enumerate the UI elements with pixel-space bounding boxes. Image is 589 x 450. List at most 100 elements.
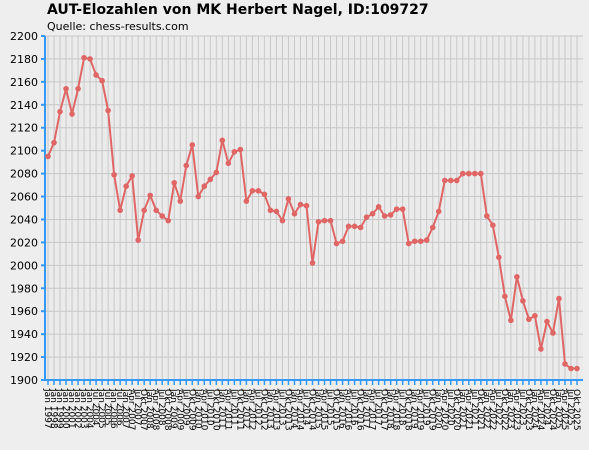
point bbox=[51, 139, 57, 146]
x-tick-label: Jul 2018 bbox=[397, 388, 407, 426]
y-tick-label: 2200 bbox=[10, 30, 38, 43]
x-tick-label: Okt 2008 bbox=[162, 389, 172, 431]
point bbox=[447, 177, 454, 184]
x-tick-label: Okt 2013 bbox=[282, 389, 292, 431]
point bbox=[81, 54, 87, 61]
point bbox=[393, 206, 400, 212]
y-tick-label: 2040 bbox=[10, 213, 38, 226]
point bbox=[195, 193, 202, 200]
point bbox=[309, 260, 316, 266]
y-tick-label: 1900 bbox=[10, 374, 38, 387]
point bbox=[550, 330, 556, 336]
x-tick-label: Okt 2018 bbox=[403, 389, 413, 431]
y-tick-label: 2060 bbox=[10, 191, 38, 204]
point bbox=[441, 177, 448, 184]
point bbox=[417, 238, 424, 245]
point bbox=[237, 146, 244, 153]
x-tick-label: Jan 2010 bbox=[192, 388, 202, 429]
x-tick-label: Okt 2025 bbox=[571, 389, 581, 431]
x-tick-label: Apr 2015 bbox=[319, 389, 329, 430]
point bbox=[345, 223, 352, 230]
point bbox=[243, 198, 250, 204]
point bbox=[339, 238, 346, 245]
point bbox=[381, 213, 388, 219]
point bbox=[153, 207, 160, 214]
point bbox=[369, 210, 376, 217]
x-tick-label: Jan 2013 bbox=[264, 388, 274, 429]
x-tick-label: Okt 2009 bbox=[186, 389, 196, 431]
point bbox=[568, 365, 574, 372]
point bbox=[171, 179, 178, 186]
point bbox=[261, 191, 268, 198]
x-tick-label: Jul 2006 bbox=[114, 388, 124, 426]
point bbox=[285, 196, 292, 202]
y-tick-label: 2100 bbox=[10, 145, 38, 158]
point bbox=[189, 142, 196, 148]
point bbox=[514, 274, 520, 280]
point bbox=[147, 192, 153, 199]
point bbox=[532, 312, 538, 319]
point bbox=[135, 237, 141, 243]
point bbox=[562, 361, 568, 367]
x-tick-label: Jul 2022 bbox=[493, 388, 503, 426]
x-tick-label: Okt 2023 bbox=[523, 389, 533, 431]
point bbox=[225, 160, 232, 167]
x-tick-label: Apr 2014 bbox=[294, 389, 304, 431]
point bbox=[363, 214, 370, 220]
point bbox=[93, 72, 99, 78]
x-tick-label: Jul 2017 bbox=[373, 388, 383, 426]
point bbox=[117, 207, 123, 214]
point bbox=[219, 137, 226, 144]
x-tick-label: Apr 2012 bbox=[246, 389, 256, 430]
x-tick-label: Jan 2012 bbox=[240, 388, 250, 429]
point bbox=[141, 207, 147, 214]
x-tick-label: Jan 2000 bbox=[60, 388, 70, 429]
point bbox=[484, 213, 490, 219]
point bbox=[105, 107, 111, 114]
point bbox=[207, 176, 214, 183]
point bbox=[502, 293, 508, 300]
point bbox=[213, 169, 220, 176]
point bbox=[429, 224, 436, 231]
x-tick-label: Jul 2019 bbox=[421, 388, 431, 426]
point bbox=[478, 170, 484, 177]
point bbox=[435, 208, 442, 215]
x-tick-label: Jan 2003 bbox=[78, 388, 88, 429]
point bbox=[165, 217, 172, 224]
point bbox=[45, 153, 51, 160]
x-tick-label: Jul 2015 bbox=[325, 388, 335, 426]
point bbox=[405, 240, 412, 247]
x-tick-label: Apr 2021 bbox=[463, 389, 473, 430]
y-tick-label: 2160 bbox=[10, 76, 38, 89]
x-tick-label: Jan 2018 bbox=[385, 388, 395, 429]
y-tick-label: 1980 bbox=[10, 282, 38, 295]
chart-subtitle: Quelle: chess-results.com bbox=[47, 20, 189, 33]
point bbox=[63, 85, 69, 92]
x-tick-label: Jan 2021 bbox=[457, 388, 467, 429]
x-tick-label: Jul 2013 bbox=[276, 388, 286, 426]
x-tick-label: Jan 1999 bbox=[54, 388, 64, 429]
point bbox=[472, 170, 478, 177]
x-tick-label: Jan 2011 bbox=[216, 388, 226, 429]
y-tick-label: 2080 bbox=[10, 168, 38, 181]
x-tick-label: Okt 2016 bbox=[355, 389, 365, 431]
x-tick-label: Jul 2025 bbox=[565, 388, 575, 426]
point bbox=[183, 162, 190, 169]
y-tick-label: 2020 bbox=[10, 236, 38, 249]
point bbox=[267, 207, 274, 214]
x-tick-label: Jan 2006 bbox=[108, 388, 118, 429]
x-tick-label: Jul 2007 bbox=[132, 388, 142, 426]
x-tick-label: Apr 2020 bbox=[439, 389, 449, 431]
point bbox=[327, 217, 334, 224]
point bbox=[465, 170, 472, 177]
y-tick-label: 2140 bbox=[10, 99, 38, 112]
point bbox=[411, 238, 418, 245]
chart-title: AUT-Elozahlen von MK Herbert Nagel, ID:1… bbox=[47, 2, 429, 18]
point bbox=[538, 346, 544, 352]
point bbox=[249, 188, 256, 194]
point bbox=[279, 217, 286, 224]
x-tick-label: Jan 2019 bbox=[409, 388, 419, 429]
x-tick-label: Okt 2024 bbox=[547, 389, 557, 431]
x-tick-label: Okt 2020 bbox=[451, 389, 461, 431]
